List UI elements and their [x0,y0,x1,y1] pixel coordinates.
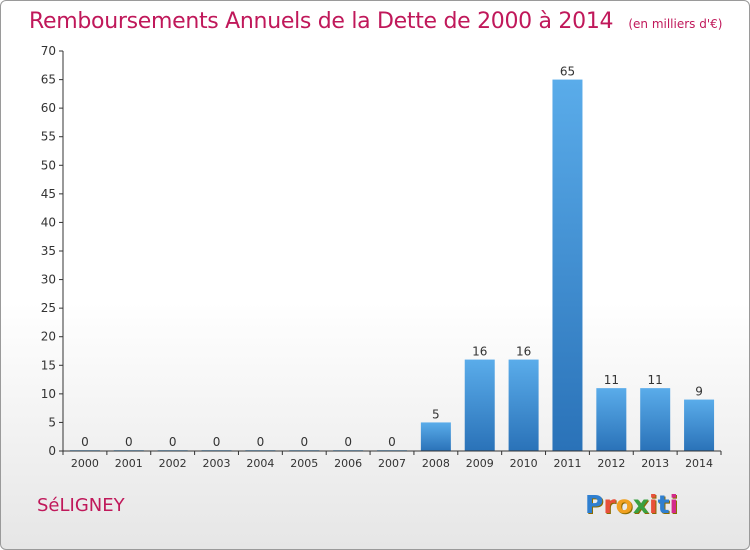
y-tick-label: 15 [41,358,56,372]
bar-value-label: 11 [648,373,663,387]
bar-value-label: 0 [388,435,396,449]
logo-letter: i [649,490,658,519]
x-tick-label: 2004 [246,457,274,470]
bar-value-label: 16 [472,345,487,359]
bar [684,399,715,451]
logo-letter: i [669,490,679,519]
x-tick-label: 2006 [334,457,362,470]
y-tick-label: 0 [48,444,56,458]
bar-value-label: 0 [300,435,308,449]
y-tick-label: 5 [48,415,56,429]
x-tick-label: 2011 [553,457,581,470]
y-tick-label: 40 [41,215,56,229]
y-tick-label: 70 [41,44,56,58]
bar-value-label: 0 [213,435,221,449]
x-tick-label: 2005 [290,457,318,470]
y-tick-label: 25 [41,301,56,315]
logo-letter: o [615,490,633,519]
x-tick-label: 2008 [422,457,450,470]
bar [552,79,583,452]
x-tick-label: 2000 [71,457,99,470]
x-axis: 2000 2001 2002 2003 2004 2005 2006 2007 2008 2009… [62,450,722,470]
bar-value-label: 0 [169,435,177,449]
bar [508,359,539,451]
logo-letter: t [657,490,670,519]
y-tick-label: 30 [41,273,56,287]
bar-value-label: 0 [257,435,265,449]
x-tick-label: 2002 [159,457,187,470]
bar-value-label: 0 [344,435,352,449]
y-tick-label: 50 [41,158,56,172]
chart-title: Remboursements Annuels de la Dette de 20… [29,9,614,34]
y-tick-label: 20 [41,330,56,344]
y-tick-label: 10 [41,387,56,401]
proxiti-logo[interactable]: Proxiti [585,490,678,519]
bar-value-label: 11 [604,373,619,387]
x-tick-label: 2013 [641,457,669,470]
bar-value-label: 0 [81,435,89,449]
logo-letter: x [632,490,649,519]
bar [420,422,451,451]
y-tick-label: 55 [41,130,56,144]
x-tick-label: 2010 [510,457,538,470]
commune-name: SéLIGNEY [37,495,125,516]
bar-value-label: 65 [560,65,575,79]
chart-title-block: Remboursements Annuels de la Dette de 20… [29,9,722,34]
x-tick-label: 2007 [378,457,406,470]
x-tick-label: 2012 [597,457,625,470]
bar [596,388,627,451]
y-tick-label: 65 [41,73,56,87]
chart-unit: (en milliers d'€) [628,17,723,31]
y-tick-label: 45 [41,187,56,201]
x-tick-label: 2003 [203,457,231,470]
x-tick-label: 2001 [115,457,143,470]
x-tick-label: 2009 [466,457,494,470]
bar-value-label: 16 [516,345,531,359]
bar [464,359,495,451]
y-axis: 0 5 10 15 20 25 30 35 40 45 50 55 60 65 70 [41,44,64,458]
bar-value-label: 9 [695,385,703,399]
bar [640,388,671,451]
bar-value-label: 0 [125,435,133,449]
logo-letter: P [585,490,604,519]
y-tick-label: 60 [41,101,56,115]
logo-letter: r [603,490,616,519]
bar-value-label: 5 [432,407,440,421]
y-tick-label: 35 [41,244,56,258]
bars: 0 0 0 0 0 0 0 0 5 16 16 65 11 11 9 [69,65,715,452]
x-tick-label: 2014 [685,457,713,470]
